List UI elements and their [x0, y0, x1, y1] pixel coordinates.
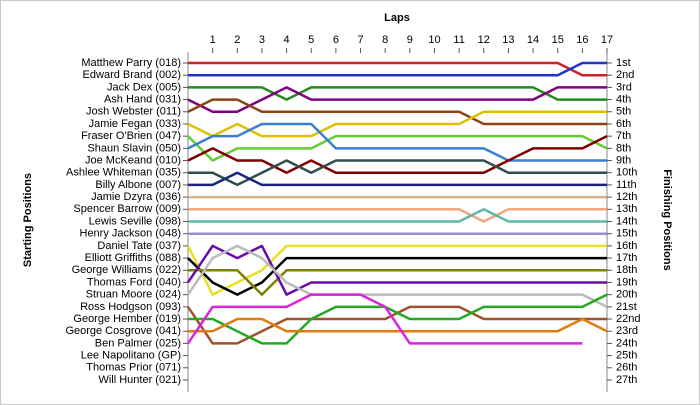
- y2-tick-label: 23rd: [616, 325, 638, 337]
- x-tick-label: 14: [527, 34, 539, 46]
- y-axis-title: Starting Positions: [22, 173, 34, 267]
- driver-line: [187, 122, 607, 162]
- y2-tick-label: 25th: [616, 350, 637, 362]
- driver-line: [188, 208, 607, 223]
- x-tick-label: 2: [234, 34, 240, 46]
- driver-label: Fraser O'Brien (047): [81, 130, 181, 142]
- y2-tick-label: 9th: [616, 154, 631, 166]
- driver-label: Ash Hand (031): [104, 93, 181, 105]
- driver-label: Matthew Parry (018): [81, 57, 181, 69]
- driver-label: Lee Napolitano (GP): [81, 350, 181, 362]
- x-tick-label: 4: [284, 34, 290, 46]
- y2-tick-label: 19th: [616, 276, 637, 288]
- driver-line: [188, 171, 607, 187]
- y2-tick-label: 8th: [616, 142, 631, 154]
- y2-tick-label: 10th: [616, 167, 637, 179]
- driver-label: Thomas Prior (071): [86, 362, 181, 374]
- x-tick-label: 1: [210, 34, 216, 46]
- driver-line: [187, 86, 607, 114]
- x-tick-label: 12: [478, 34, 490, 46]
- y2-tick-label: 2nd: [616, 69, 634, 81]
- driver-line: [186, 244, 608, 308]
- x-tick-label: 8: [382, 34, 388, 46]
- x-tick-label: 9: [407, 34, 413, 46]
- driver-line: [188, 317, 608, 333]
- driver-label: Thomas Ford (040): [87, 276, 181, 288]
- driver-label: Lewis Seville (098): [89, 215, 181, 227]
- driver-label: Will Hunter (021): [98, 374, 181, 386]
- driver-line: [186, 244, 607, 296]
- y2-tick-label: 26th: [616, 362, 637, 374]
- driver-line: [187, 256, 607, 296]
- driver-line: [187, 135, 608, 174]
- y2-tick-label: 12th: [616, 191, 637, 203]
- driver-line: [187, 98, 607, 126]
- driver-line: [187, 134, 608, 162]
- x-tick-label: 11: [453, 34, 464, 46]
- y2-tick-label: 6th: [616, 118, 631, 130]
- driver-line: [188, 269, 607, 296]
- driver-line: [188, 61, 607, 77]
- driver-label: Ashlee Whiteman (035): [66, 167, 181, 179]
- y2-tick-label: 14th: [616, 215, 637, 227]
- driver-line: [186, 293, 583, 345]
- y2-tick-label: 20th: [616, 289, 637, 301]
- x-axis-title: Laps: [384, 12, 410, 24]
- x-tick-label: 7: [357, 34, 363, 46]
- driver-label: Shaun Slavin (050): [87, 142, 181, 154]
- y2-tick-label: 1st: [616, 57, 631, 69]
- y2-tick-label: 7th: [616, 130, 631, 142]
- driver-label: Jack Dex (005): [107, 81, 181, 93]
- driver-label: Josh Webster (011): [86, 106, 181, 118]
- driver-line: [188, 293, 608, 345]
- x-tick-label: 16: [576, 34, 588, 46]
- x-tick-label: 13: [502, 34, 514, 46]
- driver-label: Billy Albone (007): [95, 179, 181, 191]
- y2-tick-label: 13th: [616, 203, 637, 215]
- x-tick-label: 10: [428, 34, 440, 46]
- y2-tick-label: 27th: [616, 374, 637, 386]
- driver-label: George Williams (022): [72, 264, 181, 276]
- driver-line: [187, 110, 607, 138]
- x-tick-label: 6: [333, 34, 339, 46]
- driver-label: George Cosgrove (041): [65, 325, 181, 337]
- y2-tick-label: 24th: [616, 337, 637, 349]
- y2-axis-title: Finishing Positions: [661, 169, 673, 270]
- y2-tick-label: 22nd: [616, 313, 640, 325]
- driver-line: [186, 244, 607, 296]
- driver-label: Spencer Barrow (009): [73, 203, 181, 215]
- y2-tick-label: 18th: [616, 264, 637, 276]
- driver-label: Edward Brand (002): [83, 69, 181, 81]
- driver-label: Daniel Tate (037): [97, 240, 181, 252]
- driver-label: Joe McKeand (010): [85, 154, 181, 166]
- driver-label: George Hember (019): [73, 313, 181, 325]
- driver-line: [188, 208, 607, 223]
- driver-label: Jamie Fegan (033): [89, 118, 181, 130]
- y2-tick-label: 11th: [616, 179, 637, 191]
- x-tick-label: 5: [308, 34, 314, 46]
- x-tick-label: 3: [259, 34, 265, 46]
- driver-label: Henry Jackson (048): [80, 228, 182, 240]
- x-tick-label: 17: [601, 34, 613, 46]
- driver-line: [188, 86, 607, 101]
- driver-label: Jamie Dzyra (036): [91, 191, 181, 203]
- driver-label: Ben Palmer (025): [95, 337, 181, 349]
- y2-tick-label: 21st: [616, 301, 637, 313]
- driver-label: Elliott Griffiths (088): [85, 252, 181, 264]
- driver-label: Ross Hodgson (093): [80, 301, 181, 313]
- y2-tick-label: 16th: [616, 240, 637, 252]
- x-tick-label: 15: [552, 34, 564, 46]
- y2-tick-label: 15th: [616, 228, 637, 240]
- driver-label: Struan Moore (024): [86, 289, 181, 301]
- y2-tick-label: 4th: [616, 93, 631, 105]
- driver-line: [188, 159, 607, 187]
- driver-line: [188, 61, 607, 77]
- y2-tick-label: 3rd: [616, 81, 632, 93]
- y2-tick-label: 5th: [616, 106, 631, 118]
- y2-tick-label: 17th: [616, 252, 637, 264]
